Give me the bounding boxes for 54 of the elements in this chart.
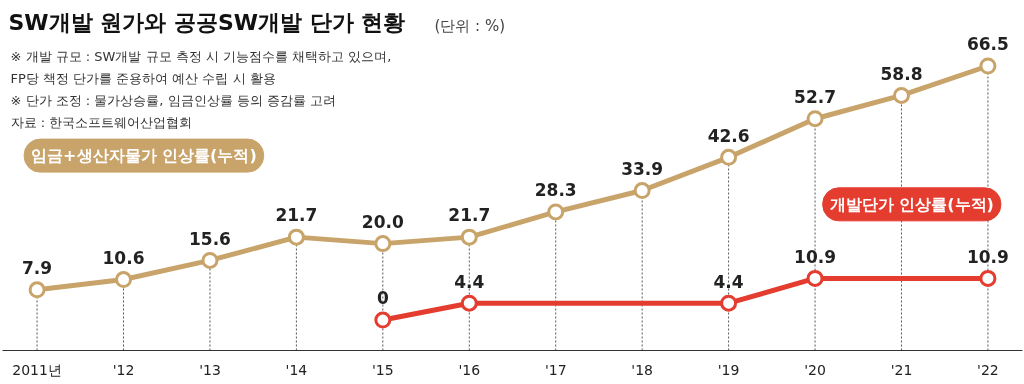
- data-label: 10.9: [794, 246, 837, 267]
- text: 개발단가 인상률(누적): [829, 194, 994, 214]
- data-label: 28.3: [534, 180, 577, 201]
- data-label: 7.9: [22, 258, 53, 279]
- x-tick-label: '21: [890, 361, 913, 378]
- point: [979, 57, 997, 75]
- point: [806, 269, 824, 287]
- data-label: 42.6: [707, 125, 750, 146]
- data-label: 15.6: [188, 228, 231, 249]
- point: [979, 269, 997, 287]
- x-tick-label: '14: [285, 361, 308, 378]
- data-label: 21.7: [275, 205, 318, 226]
- text: ※ 개발 규모 : SW개발 규모 측정 시 기능점수를 채택하고 있으며,: [10, 49, 392, 64]
- x-tick-label: '18: [631, 361, 653, 378]
- point: [633, 182, 651, 200]
- data-label: 21.7: [448, 205, 491, 226]
- x-tick-label: '12: [112, 361, 135, 378]
- data-label: 33.9: [621, 158, 664, 179]
- point: [720, 148, 738, 166]
- data-label: 58.8: [880, 63, 923, 84]
- point: [287, 228, 305, 246]
- data-label: 52.7: [794, 87, 837, 108]
- x-tick-label: '19: [717, 361, 740, 378]
- point: [720, 294, 738, 312]
- point: [374, 235, 392, 253]
- x-tick-label: '17: [544, 361, 567, 378]
- point: [460, 228, 478, 246]
- x-tick-label: '16: [458, 361, 481, 378]
- point: [115, 271, 133, 289]
- data-label: 10.9: [966, 246, 1009, 267]
- annotation: 자료 : 한국소프트웨어산업협회: [10, 115, 193, 130]
- x-tick-label: '15: [372, 361, 394, 378]
- chart-subtitle: (단위 : %): [434, 16, 506, 35]
- data-label: 0: [376, 288, 389, 309]
- point: [547, 203, 565, 221]
- x-tick-label: 2011년: [12, 361, 62, 378]
- point: [892, 86, 910, 104]
- annotation: FP당 책정 단가를 준용하여 예산 수립 시 활용: [10, 71, 276, 86]
- chart-title: SW개발 원가와 공공SW개발 단가 현황: [8, 9, 406, 35]
- point: [28, 281, 46, 299]
- x-tick-label: '22: [977, 361, 999, 378]
- x-tick-label: '20: [804, 361, 826, 378]
- data-label: 10.6: [102, 247, 145, 268]
- x-tick-label: '13: [199, 361, 221, 378]
- annotation: ※ 단가 조정 : 물가상승률, 임금인상률 등의 증감률 고려: [10, 93, 336, 108]
- point: [201, 251, 219, 269]
- data-label: 66.5: [966, 34, 1009, 55]
- point: [374, 311, 392, 329]
- point: [806, 110, 824, 128]
- data-label: 4.4: [454, 271, 485, 292]
- text: 임금+생산자물가 인상률(누적): [31, 146, 257, 166]
- data-label: 20.0: [361, 211, 404, 232]
- point: [460, 294, 478, 312]
- data-label: 4.4: [713, 271, 744, 292]
